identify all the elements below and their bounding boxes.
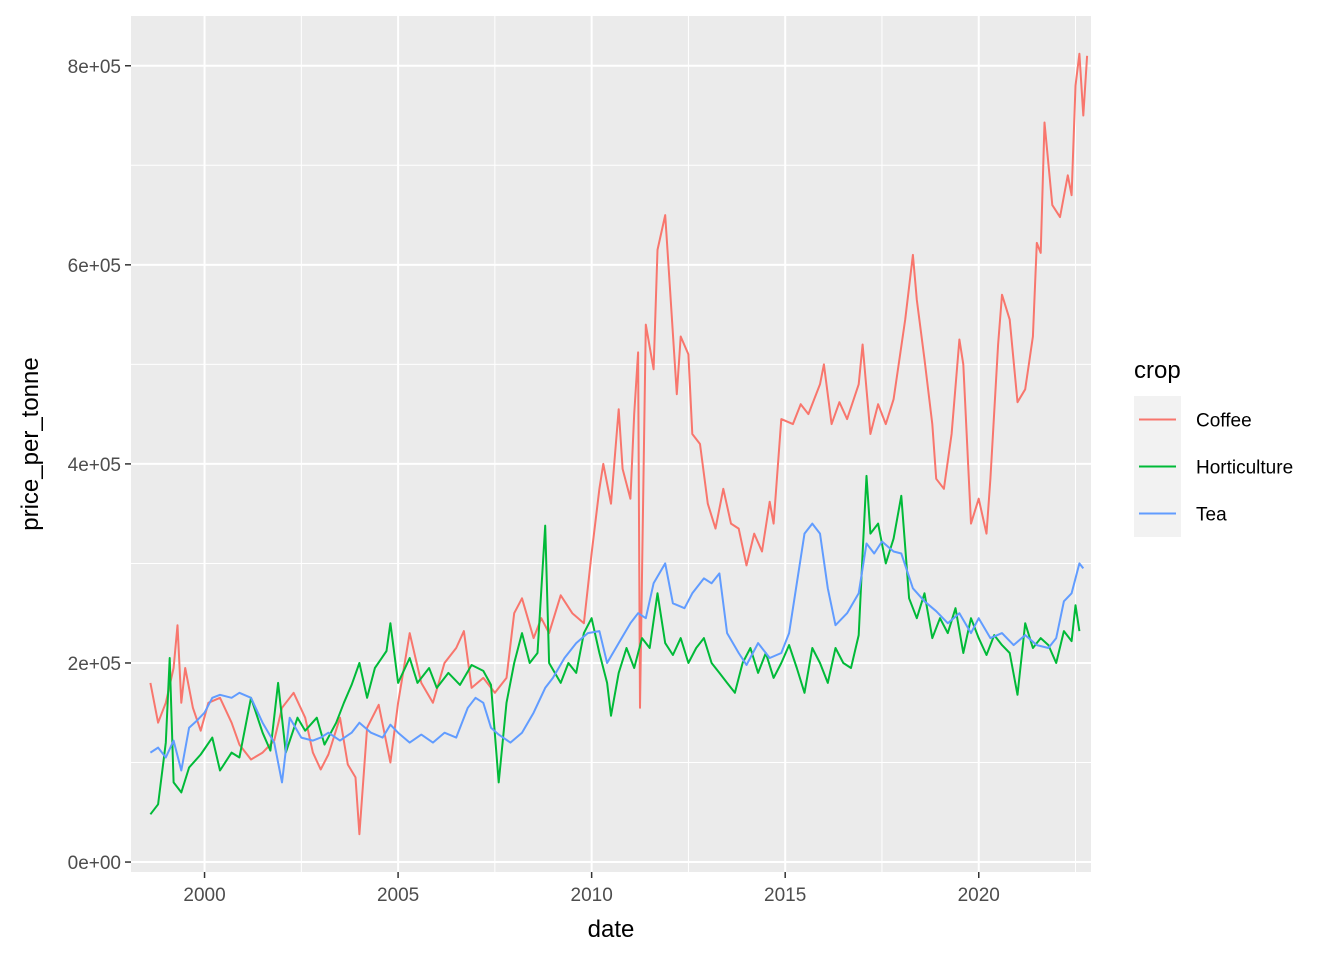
x-tick-label: 2005 [377, 885, 419, 906]
legend-label-tea: Tea [1196, 505, 1227, 526]
legend: crop Coffee Horticulture Tea [1134, 357, 1293, 537]
series-lines [149, 52, 1089, 836]
x-tick-label: 2000 [183, 885, 225, 906]
legend-label-coffee: Coffee [1196, 411, 1252, 432]
y-tick-label: 4e+05 [68, 455, 121, 476]
y-tick-label: 8e+05 [68, 57, 121, 78]
y-tick-label: 6e+05 [68, 256, 121, 277]
y-tick-label: 2e+05 [68, 654, 121, 675]
y-axis-ticks: 0e+00 2e+05 4e+05 6e+05 8e+05 [68, 57, 131, 874]
series-line-horticulture [149, 474, 1081, 815]
x-axis-ticks: 2000 2005 2010 2015 2020 [183, 872, 1000, 906]
x-tick-label: 2010 [571, 885, 613, 906]
y-axis-title: price_per_tonne [17, 357, 44, 530]
y-tick-label: 0e+00 [68, 853, 121, 874]
legend-title: crop [1134, 357, 1181, 384]
x-tick-label: 2020 [958, 885, 1000, 906]
x-axis-title: date [588, 916, 635, 943]
legend-label-horticulture: Horticulture [1196, 458, 1293, 479]
x-tick-label: 2015 [764, 885, 806, 906]
series-line-coffee [149, 52, 1089, 836]
major-gridlines [131, 16, 1091, 872]
minor-gridlines [131, 16, 1091, 872]
series-line-tea [149, 522, 1085, 784]
panel-background [131, 16, 1091, 872]
